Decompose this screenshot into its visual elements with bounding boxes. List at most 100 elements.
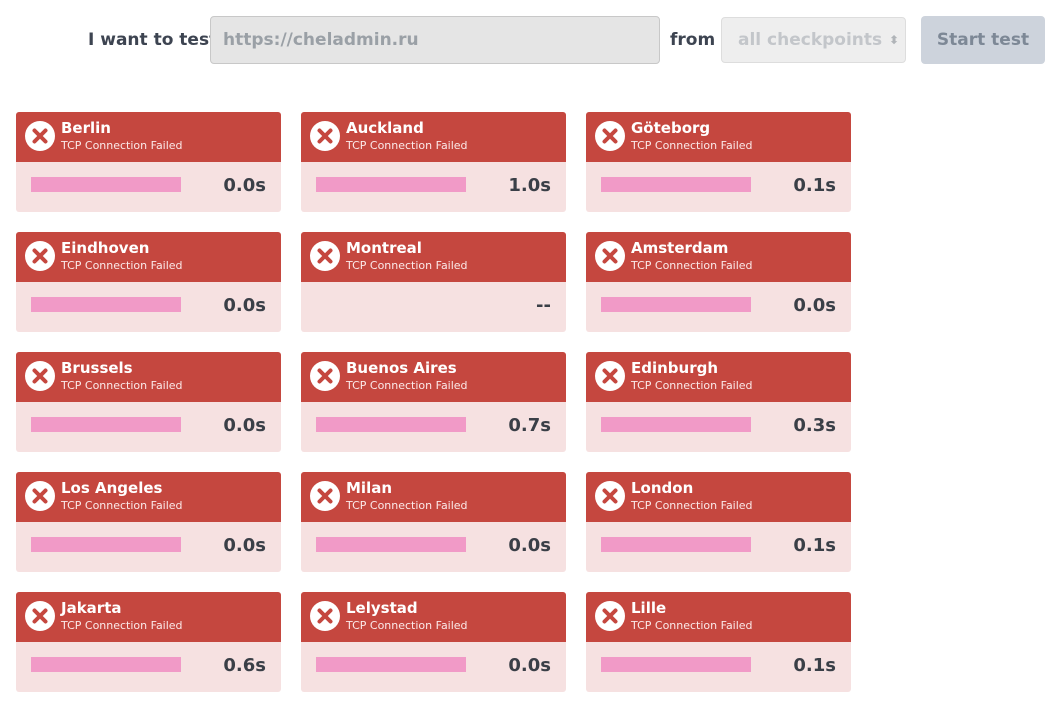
checkpoint-city: Buenos Aires [346, 359, 457, 377]
connection-status: TCP Connection Failed [631, 379, 753, 392]
card-header: Milan TCP Connection Failed [301, 472, 566, 522]
response-time-bar [601, 417, 751, 432]
failed-x-icon [595, 481, 625, 511]
card-header: Eindhoven TCP Connection Failed [16, 232, 281, 282]
test-form: I want to test from all checkpoints ⬍ St… [0, 0, 1059, 80]
response-time-bar [316, 417, 466, 432]
result-card: Göteborg TCP Connection Failed 0.1s [586, 112, 851, 212]
start-test-button[interactable]: Start test [921, 16, 1045, 64]
connection-status: TCP Connection Failed [61, 619, 183, 632]
response-time: 0.0s [223, 535, 266, 556]
result-card: Los Angeles TCP Connection Failed 0.0s [16, 472, 281, 572]
checkpoint-select[interactable]: all checkpoints ⬍ [721, 17, 906, 63]
card-header: London TCP Connection Failed [586, 472, 851, 522]
response-time: 0.6s [223, 655, 266, 676]
connection-status: TCP Connection Failed [346, 259, 468, 272]
connection-status: TCP Connection Failed [61, 499, 183, 512]
response-time-bar [601, 177, 751, 192]
response-time-bar-fill [31, 297, 181, 312]
response-time-bar [31, 297, 181, 312]
response-time-bar-fill [316, 417, 466, 432]
checkpoint-city: Brussels [61, 359, 133, 377]
checkpoint-city: Auckland [346, 119, 424, 137]
failed-x-icon [25, 361, 55, 391]
failed-x-icon [25, 241, 55, 271]
response-time: 0.0s [223, 415, 266, 436]
result-card: Montreal TCP Connection Failed -- [301, 232, 566, 332]
response-time-bar-fill [601, 657, 751, 672]
test-label: I want to test [88, 30, 218, 50]
response-time-bar [316, 657, 466, 672]
response-time-bar [316, 297, 466, 312]
card-header: Edinburgh TCP Connection Failed [586, 352, 851, 402]
connection-status: TCP Connection Failed [346, 499, 468, 512]
card-header: Lille TCP Connection Failed [586, 592, 851, 642]
chevron-updown-icon: ⬍ [888, 33, 899, 47]
checkpoint-city: Milan [346, 479, 393, 497]
response-time-bar-fill [316, 657, 466, 672]
response-time-bar [31, 657, 181, 672]
result-card: Milan TCP Connection Failed 0.0s [301, 472, 566, 572]
response-time: 0.3s [793, 415, 836, 436]
response-time-bar [31, 537, 181, 552]
card-header: Brussels TCP Connection Failed [16, 352, 281, 402]
result-card: Amsterdam TCP Connection Failed 0.0s [586, 232, 851, 332]
checkpoint-city: Berlin [61, 119, 111, 137]
result-card: Brussels TCP Connection Failed 0.0s [16, 352, 281, 452]
response-time-bar-fill [31, 417, 181, 432]
card-header: Amsterdam TCP Connection Failed [586, 232, 851, 282]
result-card: London TCP Connection Failed 0.1s [586, 472, 851, 572]
connection-status: TCP Connection Failed [631, 619, 753, 632]
response-time-bar [316, 537, 466, 552]
failed-x-icon [595, 121, 625, 151]
card-header: Montreal TCP Connection Failed [301, 232, 566, 282]
result-card: Auckland TCP Connection Failed 1.0s [301, 112, 566, 212]
card-header: Lelystad TCP Connection Failed [301, 592, 566, 642]
checkpoint-city: Edinburgh [631, 359, 719, 377]
checkpoint-city: Göteborg [631, 119, 711, 137]
response-time-bar [31, 417, 181, 432]
card-header: Berlin TCP Connection Failed [16, 112, 281, 162]
result-card: Berlin TCP Connection Failed 0.0s [16, 112, 281, 212]
failed-x-icon [25, 121, 55, 151]
response-time: 0.0s [793, 295, 836, 316]
card-header: Los Angeles TCP Connection Failed [16, 472, 281, 522]
result-card: Lille TCP Connection Failed 0.1s [586, 592, 851, 692]
response-time-bar-fill [31, 657, 181, 672]
response-time: 0.0s [508, 535, 551, 556]
failed-x-icon [310, 121, 340, 151]
response-time: 0.1s [793, 655, 836, 676]
failed-x-icon [595, 241, 625, 271]
response-time: 1.0s [508, 175, 551, 196]
connection-status: TCP Connection Failed [61, 379, 183, 392]
response-time-bar [601, 657, 751, 672]
response-time: 0.0s [223, 295, 266, 316]
card-header: Auckland TCP Connection Failed [301, 112, 566, 162]
response-time-bar-fill [601, 297, 751, 312]
failed-x-icon [310, 241, 340, 271]
result-card: Lelystad TCP Connection Failed 0.0s [301, 592, 566, 692]
checkpoint-city: Lille [631, 599, 667, 617]
result-card: Buenos Aires TCP Connection Failed 0.7s [301, 352, 566, 452]
url-input[interactable] [210, 16, 660, 64]
response-time-bar-fill [601, 537, 751, 552]
card-header: Buenos Aires TCP Connection Failed [301, 352, 566, 402]
connection-status: TCP Connection Failed [631, 139, 753, 152]
response-time-bar [601, 297, 751, 312]
failed-x-icon [310, 361, 340, 391]
response-time-bar [31, 177, 181, 192]
connection-status: TCP Connection Failed [631, 499, 753, 512]
response-time-bar-fill [601, 417, 751, 432]
result-card: Jakarta TCP Connection Failed 0.6s [16, 592, 281, 692]
checkpoint-city: Jakarta [61, 599, 122, 617]
checkpoint-city: Los Angeles [61, 479, 163, 497]
connection-status: TCP Connection Failed [61, 259, 183, 272]
failed-x-icon [595, 361, 625, 391]
response-time: 0.0s [508, 655, 551, 676]
response-time: -- [536, 295, 551, 316]
checkpoint-city: Amsterdam [631, 239, 729, 257]
failed-x-icon [595, 601, 625, 631]
checkpoint-city: London [631, 479, 694, 497]
failed-x-icon [25, 481, 55, 511]
failed-x-icon [25, 601, 55, 631]
